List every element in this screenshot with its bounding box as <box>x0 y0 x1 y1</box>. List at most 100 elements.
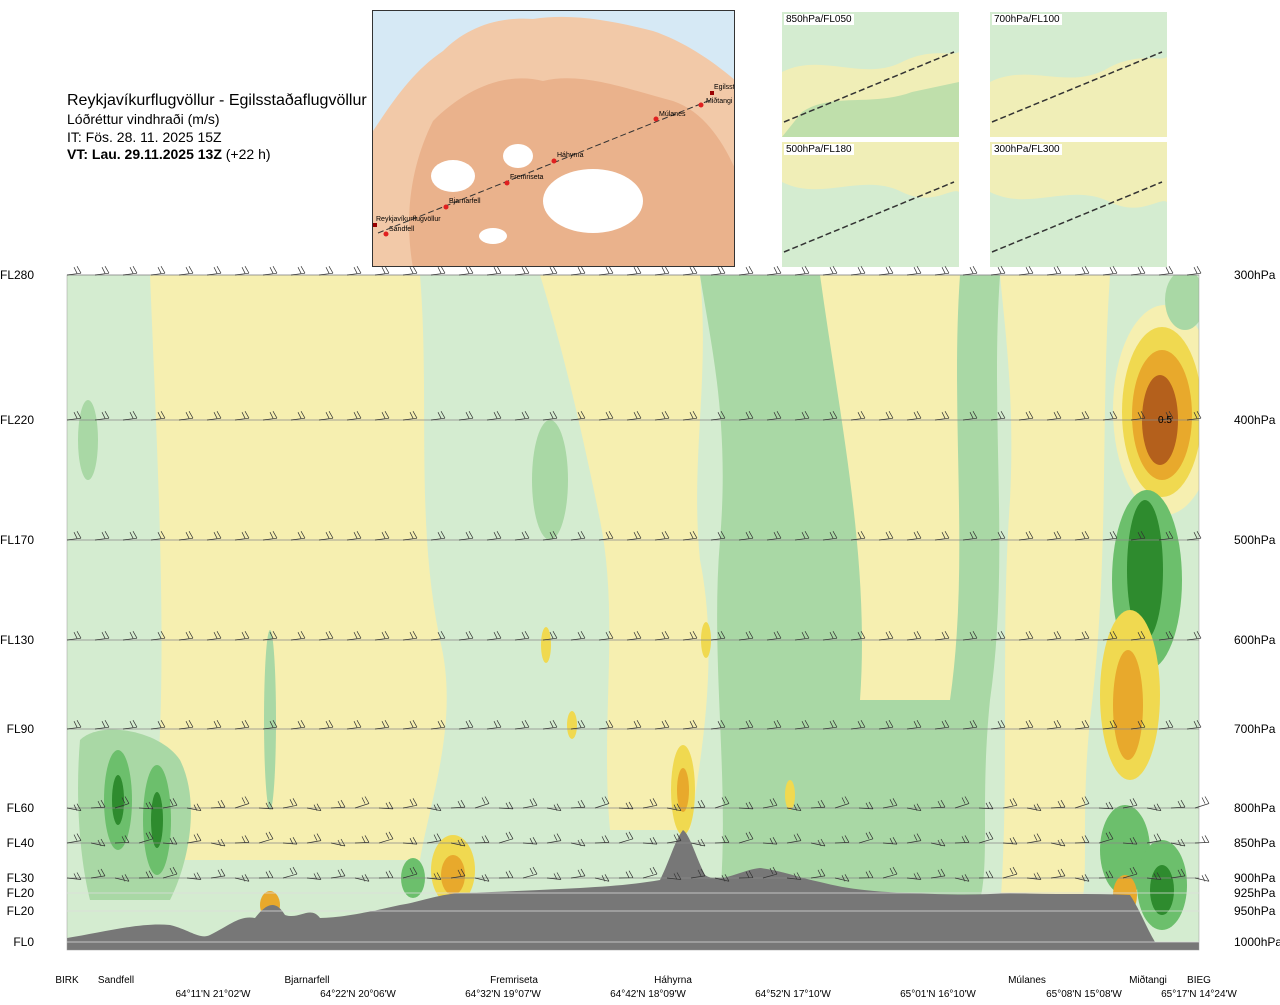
wind-barb <box>618 801 634 810</box>
level-lines <box>67 274 1199 943</box>
wind-barb <box>290 411 306 421</box>
wind-barb <box>150 531 166 541</box>
wind-barb <box>186 833 202 844</box>
wind-barb <box>1186 631 1202 641</box>
wind-barb <box>458 266 474 276</box>
wind-barb <box>486 266 502 276</box>
route-map-svg: Reykjavíkurflugvöllur Sandfell Bjarnarfe… <box>373 16 734 266</box>
wind-barb <box>486 531 502 541</box>
wind-barb <box>426 872 442 880</box>
wind-barb <box>822 266 838 276</box>
wind-barb <box>626 411 642 421</box>
wind-barb <box>810 868 826 879</box>
site-label: BIEG <box>1187 975 1211 986</box>
wind-barb <box>878 531 894 541</box>
wind-barb <box>794 266 810 276</box>
wind-barb <box>138 801 154 810</box>
valid-time: VT: Lau. 29.11.2025 13Z (+22 h) <box>67 146 271 162</box>
wind-barb <box>138 831 154 844</box>
wind-barb <box>714 835 730 844</box>
downdraft-bjarnarfell <box>264 630 276 810</box>
wind-barb <box>714 796 730 809</box>
wind-barb <box>834 835 850 844</box>
wind-barb <box>1122 798 1138 809</box>
downdraft-middle-upper <box>532 420 568 540</box>
wind-barb <box>762 866 778 879</box>
wind-barb <box>206 720 222 730</box>
wind-barb <box>378 831 394 844</box>
wind-barb <box>330 838 346 847</box>
wind-barb <box>642 798 658 809</box>
level-map-300-label: 300hPa/FL300 <box>992 144 1062 155</box>
map-label-mulanes: Múlanes <box>659 111 686 118</box>
wind-barb <box>1026 803 1042 812</box>
wind-barb <box>762 798 778 809</box>
wind-barb <box>710 266 726 276</box>
map-label-midtangi: Miðtangi <box>706 97 733 105</box>
wind-barb <box>594 796 610 809</box>
route-line <box>377 98 714 234</box>
wind-barb <box>318 411 334 421</box>
wind-barb <box>822 631 838 641</box>
wind-barb <box>162 866 178 879</box>
wind-barb <box>1130 720 1146 730</box>
wind-barb <box>738 801 754 810</box>
glacier-langjokull <box>431 160 475 192</box>
wind-barb <box>430 266 446 276</box>
wind-barb <box>626 266 642 276</box>
wind-barb <box>570 720 586 730</box>
wind-barb <box>318 631 334 641</box>
wind-barb <box>1018 266 1034 276</box>
wind-barb <box>570 868 586 879</box>
site-label: Fremriseta <box>490 975 538 986</box>
map-label-hahyrna: Háhyrna <box>557 152 584 159</box>
wind-barb <box>178 720 194 730</box>
wind-barb <box>66 720 82 730</box>
site-label: Sandfell <box>97 975 135 986</box>
wind-barb <box>486 631 502 641</box>
wind-barb <box>66 803 82 812</box>
wind-barb <box>122 266 138 276</box>
site-label: Múlanes <box>1008 975 1046 986</box>
hpa-label: 1000hPa <box>1234 935 1280 949</box>
wind-barb <box>654 411 670 421</box>
map-point-bjarnarfell <box>443 204 449 210</box>
wind-barb <box>234 835 250 844</box>
wind-barb <box>346 631 362 641</box>
wind-barb <box>858 801 874 810</box>
wind-barb <box>570 411 586 421</box>
wind-barb <box>598 720 614 730</box>
wind-barb <box>206 266 222 276</box>
wind-barb <box>450 868 466 879</box>
wind-barb <box>850 266 866 276</box>
wind-barb <box>402 798 418 809</box>
wind-barb <box>882 866 898 879</box>
wind-barb <box>906 833 922 844</box>
wind-barb <box>934 631 950 641</box>
chart-title: Reykjavíkurflugvöllur - Egilsstaðaflugvö… <box>67 92 367 109</box>
wind-barb <box>738 631 754 641</box>
map-point-bieg <box>710 91 714 95</box>
wind-barb <box>122 720 138 730</box>
wind-barb <box>906 266 922 276</box>
wind-barb <box>710 411 726 421</box>
wind-barb <box>474 796 490 809</box>
wind-barb <box>1046 411 1062 421</box>
wind-barb <box>1098 870 1114 879</box>
wind-barb <box>1122 866 1138 879</box>
fl-label: FL130 <box>0 633 35 647</box>
wind-barb <box>690 868 706 879</box>
wind-barb <box>810 799 826 809</box>
wind-barb <box>1102 411 1118 421</box>
wind-barb <box>262 631 278 641</box>
level-map-850: 850hPa/FL050 <box>782 12 959 137</box>
map-point-hahyrna <box>551 158 557 164</box>
route-map: Reykjavíkurflugvöllur Sandfell Bjarnarfe… <box>372 10 735 267</box>
wind-barb <box>258 870 274 879</box>
wind-barb <box>306 833 322 844</box>
wind-barb <box>66 266 82 276</box>
fl-label: FL280 <box>0 268 35 282</box>
wind-barb <box>1146 803 1162 812</box>
wind-barb <box>1050 868 1066 879</box>
wind-barb <box>546 833 562 844</box>
